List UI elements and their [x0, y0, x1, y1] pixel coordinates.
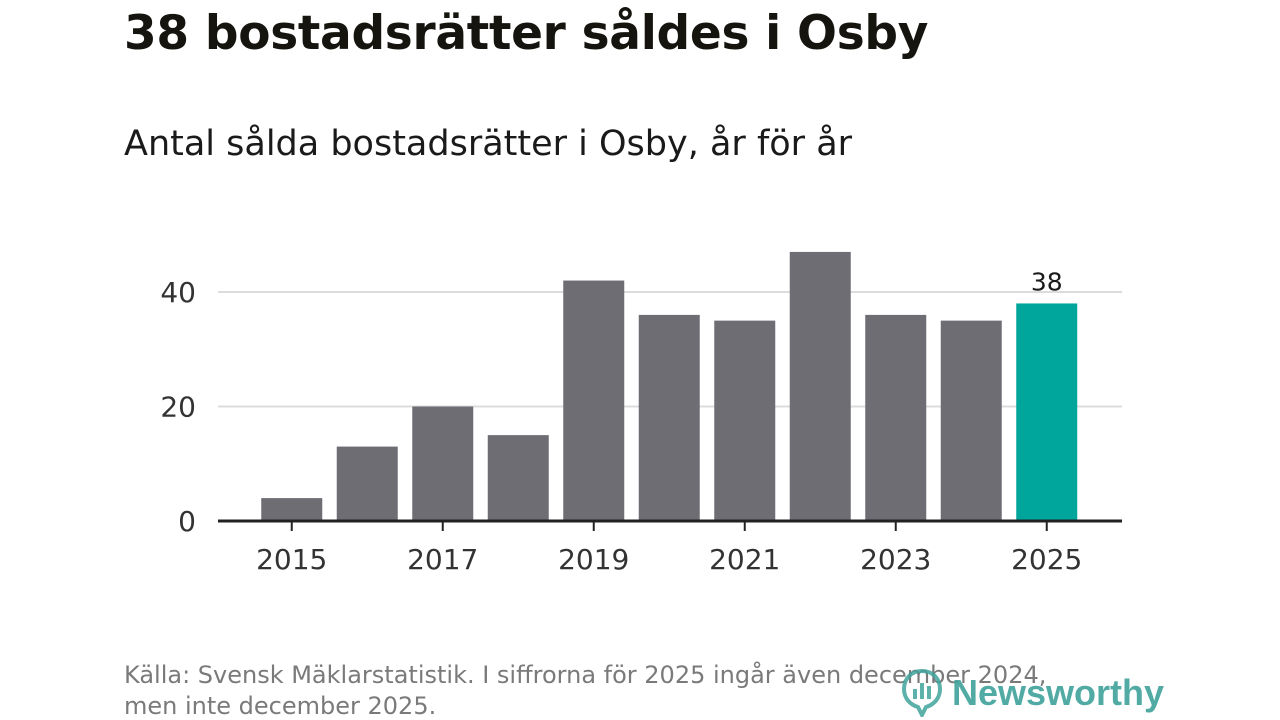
x-tick-label-2023: 2023 — [860, 543, 931, 576]
y-tick-label-40: 40 — [160, 276, 196, 309]
x-tick-label-2019: 2019 — [558, 543, 629, 576]
y-tick-label-0: 0 — [178, 505, 196, 538]
bar-2021 — [714, 320, 776, 521]
bar-2015 — [261, 498, 323, 521]
logo-icon — [902, 669, 942, 717]
chart-subtitle: Antal sålda bostadsrätter i Osby, år för… — [124, 124, 853, 164]
x-tick-label-2025: 2025 — [1011, 543, 1082, 576]
bar-2020 — [638, 314, 700, 521]
x-tick-label-2021: 2021 — [709, 543, 780, 576]
data-label-2025: 38 — [1031, 267, 1063, 296]
bar-2024 — [940, 320, 1002, 521]
bar-2017 — [412, 406, 474, 521]
bar-2023 — [865, 314, 927, 521]
bar-2022 — [789, 251, 851, 522]
source-line-1: Källa: Svensk Mäklarstatistik. I siffror… — [124, 661, 1047, 689]
newsworthy-logo: Newsworthy — [902, 668, 1164, 718]
y-tick-label-20: 20 — [160, 391, 196, 424]
logo-text: Newsworthy — [952, 672, 1165, 713]
x-tick-label-2017: 2017 — [407, 543, 478, 576]
bar-2019 — [563, 280, 625, 521]
bar-2025 — [1016, 303, 1078, 521]
bar-2018 — [487, 435, 549, 521]
page-title: 38 bostadsrätter såldes i Osby — [124, 6, 929, 61]
source-line-2: men inte december 2025. — [124, 692, 437, 720]
source-note: Källa: Svensk Mäklarstatistik. I siffror… — [124, 660, 1134, 720]
x-tick-label-2015: 2015 — [256, 543, 327, 576]
bar-2016 — [336, 446, 398, 521]
